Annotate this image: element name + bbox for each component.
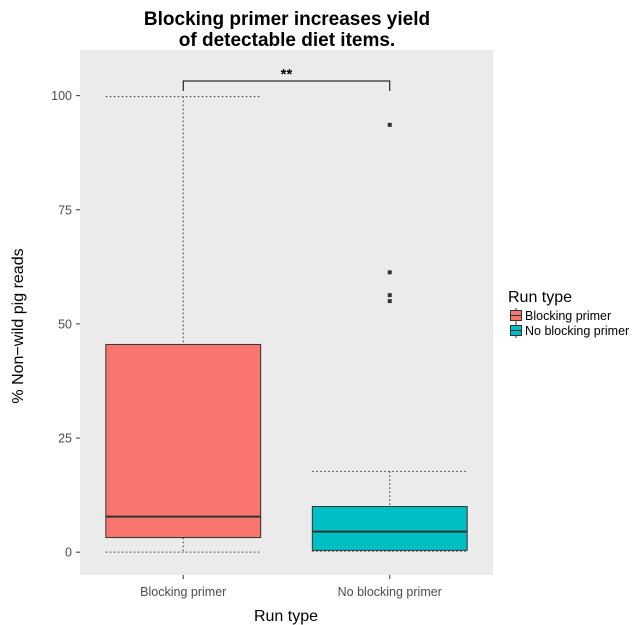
legend-title: Run type	[508, 289, 572, 306]
x-tick-label: Blocking primer	[140, 585, 226, 599]
chart-title-line1: Blocking primer increases yield	[144, 9, 430, 30]
boxes	[105, 96, 468, 553]
x-axis: Blocking primer No blocking primer	[140, 575, 442, 599]
box-iqr	[311, 506, 468, 551]
y-tick-label: 100	[51, 89, 72, 103]
outlier-point	[387, 270, 392, 275]
box-group	[105, 96, 262, 553]
y-axis-title: % Non−wild pig reads	[10, 248, 27, 403]
outlier-point	[387, 293, 392, 298]
x-axis-title: Run type	[254, 608, 318, 625]
legend-item: Blocking primer	[510, 308, 611, 323]
chart-title-line2: of detectable diet items.	[179, 30, 395, 51]
legend-label: No blocking primer	[525, 324, 629, 338]
box-iqr	[105, 343, 262, 539]
bracket-line	[182, 80, 391, 92]
outlier-point	[387, 299, 392, 304]
significance-label: **	[281, 66, 293, 83]
x-tick-label: No blocking primer	[338, 585, 442, 599]
legend-item: No blocking primer	[510, 323, 629, 338]
significance-bracket: **	[182, 66, 391, 92]
y-axis: 0 25 50 75 100	[51, 89, 80, 560]
box-group	[311, 122, 468, 552]
y-tick-label: 25	[58, 432, 72, 446]
y-tick-label: 0	[65, 546, 72, 560]
y-tick-label: 75	[58, 203, 72, 217]
legend-label: Blocking primer	[525, 309, 611, 323]
y-tick-label: 50	[58, 317, 72, 331]
outlier-point	[387, 122, 392, 127]
